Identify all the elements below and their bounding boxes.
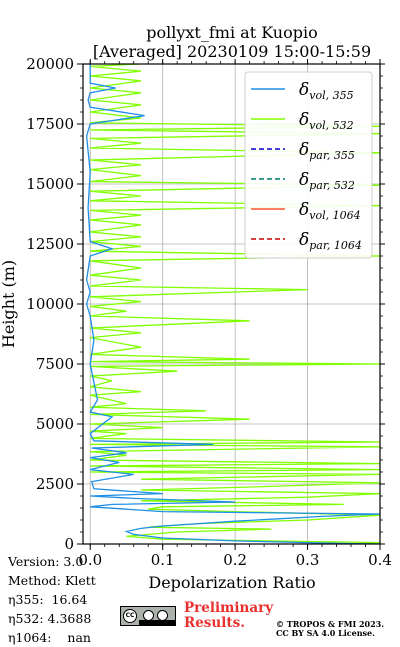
legend-symbol: δ xyxy=(299,80,309,100)
legend-entry: δvol, 355 xyxy=(299,80,354,102)
legend-symbol: δ xyxy=(299,170,309,190)
chart-subtitle: [Averaged] 20230109 15:00-15:59 xyxy=(93,42,371,61)
eta532-text: η532: 4.3688 xyxy=(8,611,92,626)
y-tick-label: 7500 xyxy=(36,355,74,373)
chart-title: pollyxt_fmi at Kuopio xyxy=(146,23,317,42)
y-tick-label: 20000 xyxy=(26,55,74,73)
x-tick-label: 0.3 xyxy=(296,551,320,569)
y-tick-label: 2500 xyxy=(36,475,74,493)
y-tick-label: 17500 xyxy=(26,115,74,133)
cc-strip xyxy=(139,620,175,625)
y-tick-label: 5000 xyxy=(36,415,74,433)
axis-ticks: 0.0 0.1 0.2 0.3 0.4 0 2500 5000 7500 10000 12500 15… xyxy=(26,55,392,569)
y-tick-label: 15000 xyxy=(26,175,74,193)
legend-entry: δpar, 355 xyxy=(299,140,355,162)
license-text: © TROPOS & FMI 2023. CC BY SA 4.0 Licens… xyxy=(276,619,385,638)
x-tick-label: 0.4 xyxy=(368,551,392,569)
y-tick-label: 12500 xyxy=(26,235,74,253)
legend-subscript: par, 1064 xyxy=(309,239,362,252)
version-text: Version: 3.0 xyxy=(8,554,84,569)
x-tick-label: 0.0 xyxy=(78,551,102,569)
x-axis-label: Depolarization Ratio xyxy=(148,573,315,592)
legend-subscript: vol, 532 xyxy=(309,119,353,132)
legend-subscript: par, 532 xyxy=(309,179,355,192)
y-tick-label: 10000 xyxy=(26,295,74,313)
cc-icon: CC xyxy=(123,609,137,623)
legend-symbol: δ xyxy=(299,230,309,250)
legend-symbol: δ xyxy=(299,110,309,130)
metadata-block: Version: 3.0 Method: Klett η355: 16.64 η… xyxy=(8,552,96,647)
legend-symbol: δ xyxy=(299,140,309,160)
y-tick-label: 0 xyxy=(64,535,74,553)
y-axis-label: Height (m) xyxy=(0,260,18,348)
legend-symbol: δ xyxy=(299,200,309,220)
x-tick-label: 0.2 xyxy=(223,551,247,569)
eta355-text: η355: 16.64 xyxy=(8,592,88,607)
cc-by-sa-icon: CC xyxy=(120,606,176,626)
legend-subscript: vol, 355 xyxy=(309,89,353,102)
method-text: Method: Klett xyxy=(8,573,96,588)
legend-entry: δpar, 1064 xyxy=(299,230,362,252)
eta1064-text: η1064: nan xyxy=(8,630,91,645)
series-line--vol-355 xyxy=(85,64,380,544)
legend-subscript: vol, 1064 xyxy=(309,209,360,222)
x-tick-label: 0.1 xyxy=(151,551,175,569)
legend-entry: δpar, 532 xyxy=(299,170,355,192)
preliminary-label: Preliminary Results. xyxy=(184,600,274,631)
legend-entry: δvol, 1064 xyxy=(299,200,361,222)
legend-entry: δvol, 532 xyxy=(299,110,354,132)
legend-subscript: par, 355 xyxy=(309,149,355,162)
